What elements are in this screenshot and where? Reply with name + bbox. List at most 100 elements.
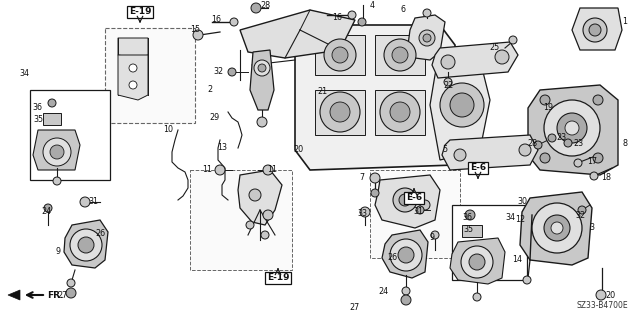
- Circle shape: [416, 206, 424, 214]
- Text: 13: 13: [217, 144, 227, 152]
- Bar: [375, 35, 425, 75]
- Text: 28: 28: [260, 2, 270, 11]
- Circle shape: [254, 60, 270, 76]
- Bar: [462, 225, 482, 237]
- Circle shape: [332, 47, 348, 63]
- Text: 11: 11: [267, 166, 277, 174]
- Circle shape: [402, 287, 410, 295]
- Circle shape: [78, 237, 94, 253]
- Text: 5: 5: [442, 145, 447, 154]
- Circle shape: [473, 293, 481, 301]
- Circle shape: [398, 247, 414, 263]
- Polygon shape: [442, 135, 538, 170]
- Circle shape: [371, 189, 379, 197]
- Polygon shape: [382, 230, 428, 278]
- Circle shape: [249, 189, 261, 201]
- Text: 26: 26: [387, 253, 397, 262]
- Polygon shape: [432, 42, 518, 78]
- Circle shape: [66, 288, 76, 298]
- Circle shape: [544, 215, 570, 241]
- Text: 14: 14: [512, 256, 522, 264]
- Circle shape: [534, 141, 542, 149]
- Circle shape: [551, 222, 563, 234]
- Circle shape: [540, 95, 550, 105]
- Circle shape: [440, 83, 484, 127]
- Text: 36: 36: [462, 212, 472, 221]
- Circle shape: [465, 210, 475, 220]
- Circle shape: [469, 254, 485, 270]
- Circle shape: [519, 144, 531, 156]
- Circle shape: [360, 207, 370, 217]
- Circle shape: [420, 200, 430, 210]
- Text: 26: 26: [95, 229, 105, 239]
- Text: 4: 4: [369, 1, 374, 10]
- Circle shape: [495, 50, 509, 64]
- Circle shape: [593, 153, 603, 163]
- Circle shape: [390, 102, 410, 122]
- Text: 15: 15: [190, 26, 200, 34]
- Text: 23: 23: [556, 132, 566, 142]
- Circle shape: [246, 221, 254, 229]
- Text: 16: 16: [332, 12, 342, 21]
- Text: 23: 23: [573, 139, 583, 149]
- Polygon shape: [430, 50, 490, 160]
- Circle shape: [441, 55, 455, 69]
- Text: 29: 29: [210, 113, 220, 122]
- Circle shape: [129, 81, 137, 89]
- Text: 27: 27: [57, 291, 67, 300]
- Circle shape: [43, 138, 71, 166]
- Circle shape: [44, 204, 52, 212]
- Circle shape: [390, 239, 422, 271]
- Text: 34: 34: [505, 212, 515, 221]
- Circle shape: [358, 18, 366, 26]
- Circle shape: [583, 18, 607, 42]
- Bar: [370, 170, 460, 258]
- Text: SZ33-B4700E: SZ33-B4700E: [577, 301, 628, 310]
- Circle shape: [193, 30, 203, 40]
- Text: 36: 36: [32, 102, 42, 112]
- Circle shape: [454, 149, 466, 161]
- Circle shape: [565, 121, 579, 135]
- Circle shape: [509, 36, 517, 44]
- Polygon shape: [375, 175, 440, 228]
- Bar: [30, 90, 110, 180]
- Polygon shape: [238, 170, 282, 225]
- Circle shape: [574, 159, 582, 167]
- Bar: [190, 170, 292, 270]
- Polygon shape: [295, 25, 455, 170]
- Circle shape: [330, 102, 350, 122]
- Circle shape: [593, 95, 603, 105]
- Circle shape: [228, 68, 236, 76]
- Circle shape: [393, 188, 417, 212]
- Polygon shape: [572, 8, 622, 50]
- Text: 30: 30: [517, 197, 527, 206]
- Circle shape: [399, 194, 411, 206]
- Text: 22: 22: [443, 80, 453, 90]
- Circle shape: [380, 92, 420, 132]
- Circle shape: [370, 173, 380, 183]
- Circle shape: [261, 231, 269, 239]
- Circle shape: [401, 295, 411, 305]
- Circle shape: [48, 99, 56, 107]
- Circle shape: [450, 93, 474, 117]
- Circle shape: [461, 246, 493, 278]
- Text: 11: 11: [202, 166, 212, 174]
- Text: E-19: E-19: [267, 273, 289, 283]
- Circle shape: [419, 30, 435, 46]
- Text: E-19: E-19: [129, 8, 151, 17]
- Polygon shape: [520, 192, 592, 265]
- Text: 20: 20: [605, 291, 615, 300]
- Text: 3: 3: [589, 224, 595, 233]
- Text: FR.: FR.: [47, 291, 63, 300]
- Text: 9: 9: [56, 248, 61, 256]
- Text: 31: 31: [88, 197, 98, 206]
- Text: 35: 35: [33, 115, 43, 124]
- Bar: [43, 113, 61, 125]
- Circle shape: [523, 276, 531, 284]
- Circle shape: [544, 100, 600, 156]
- Text: 31: 31: [413, 207, 423, 217]
- Text: 35: 35: [463, 226, 473, 234]
- Circle shape: [324, 39, 356, 71]
- Text: 27: 27: [349, 302, 359, 311]
- Bar: [315, 90, 365, 135]
